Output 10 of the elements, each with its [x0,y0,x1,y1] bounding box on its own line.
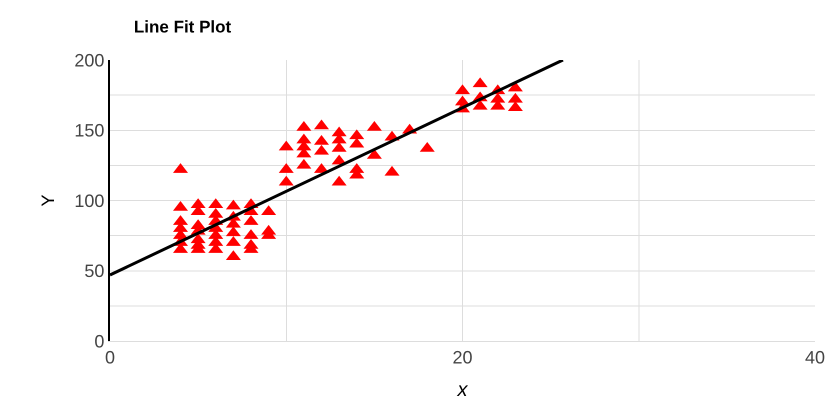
x-axis-title: x [456,379,468,402]
y-tick-label: 200 [74,50,104,70]
x-tick-label: 40 [804,348,826,368]
y-tick-label: 50 [84,261,104,282]
y-tick-label: 100 [74,190,104,211]
y-tick-label: 150 [74,120,104,141]
chart-title: Line Fit Plot [134,17,232,36]
x-tick-label: 20 [452,348,473,368]
y-axis-title: Y [38,194,58,207]
y-tick-label: 0 [94,331,104,352]
